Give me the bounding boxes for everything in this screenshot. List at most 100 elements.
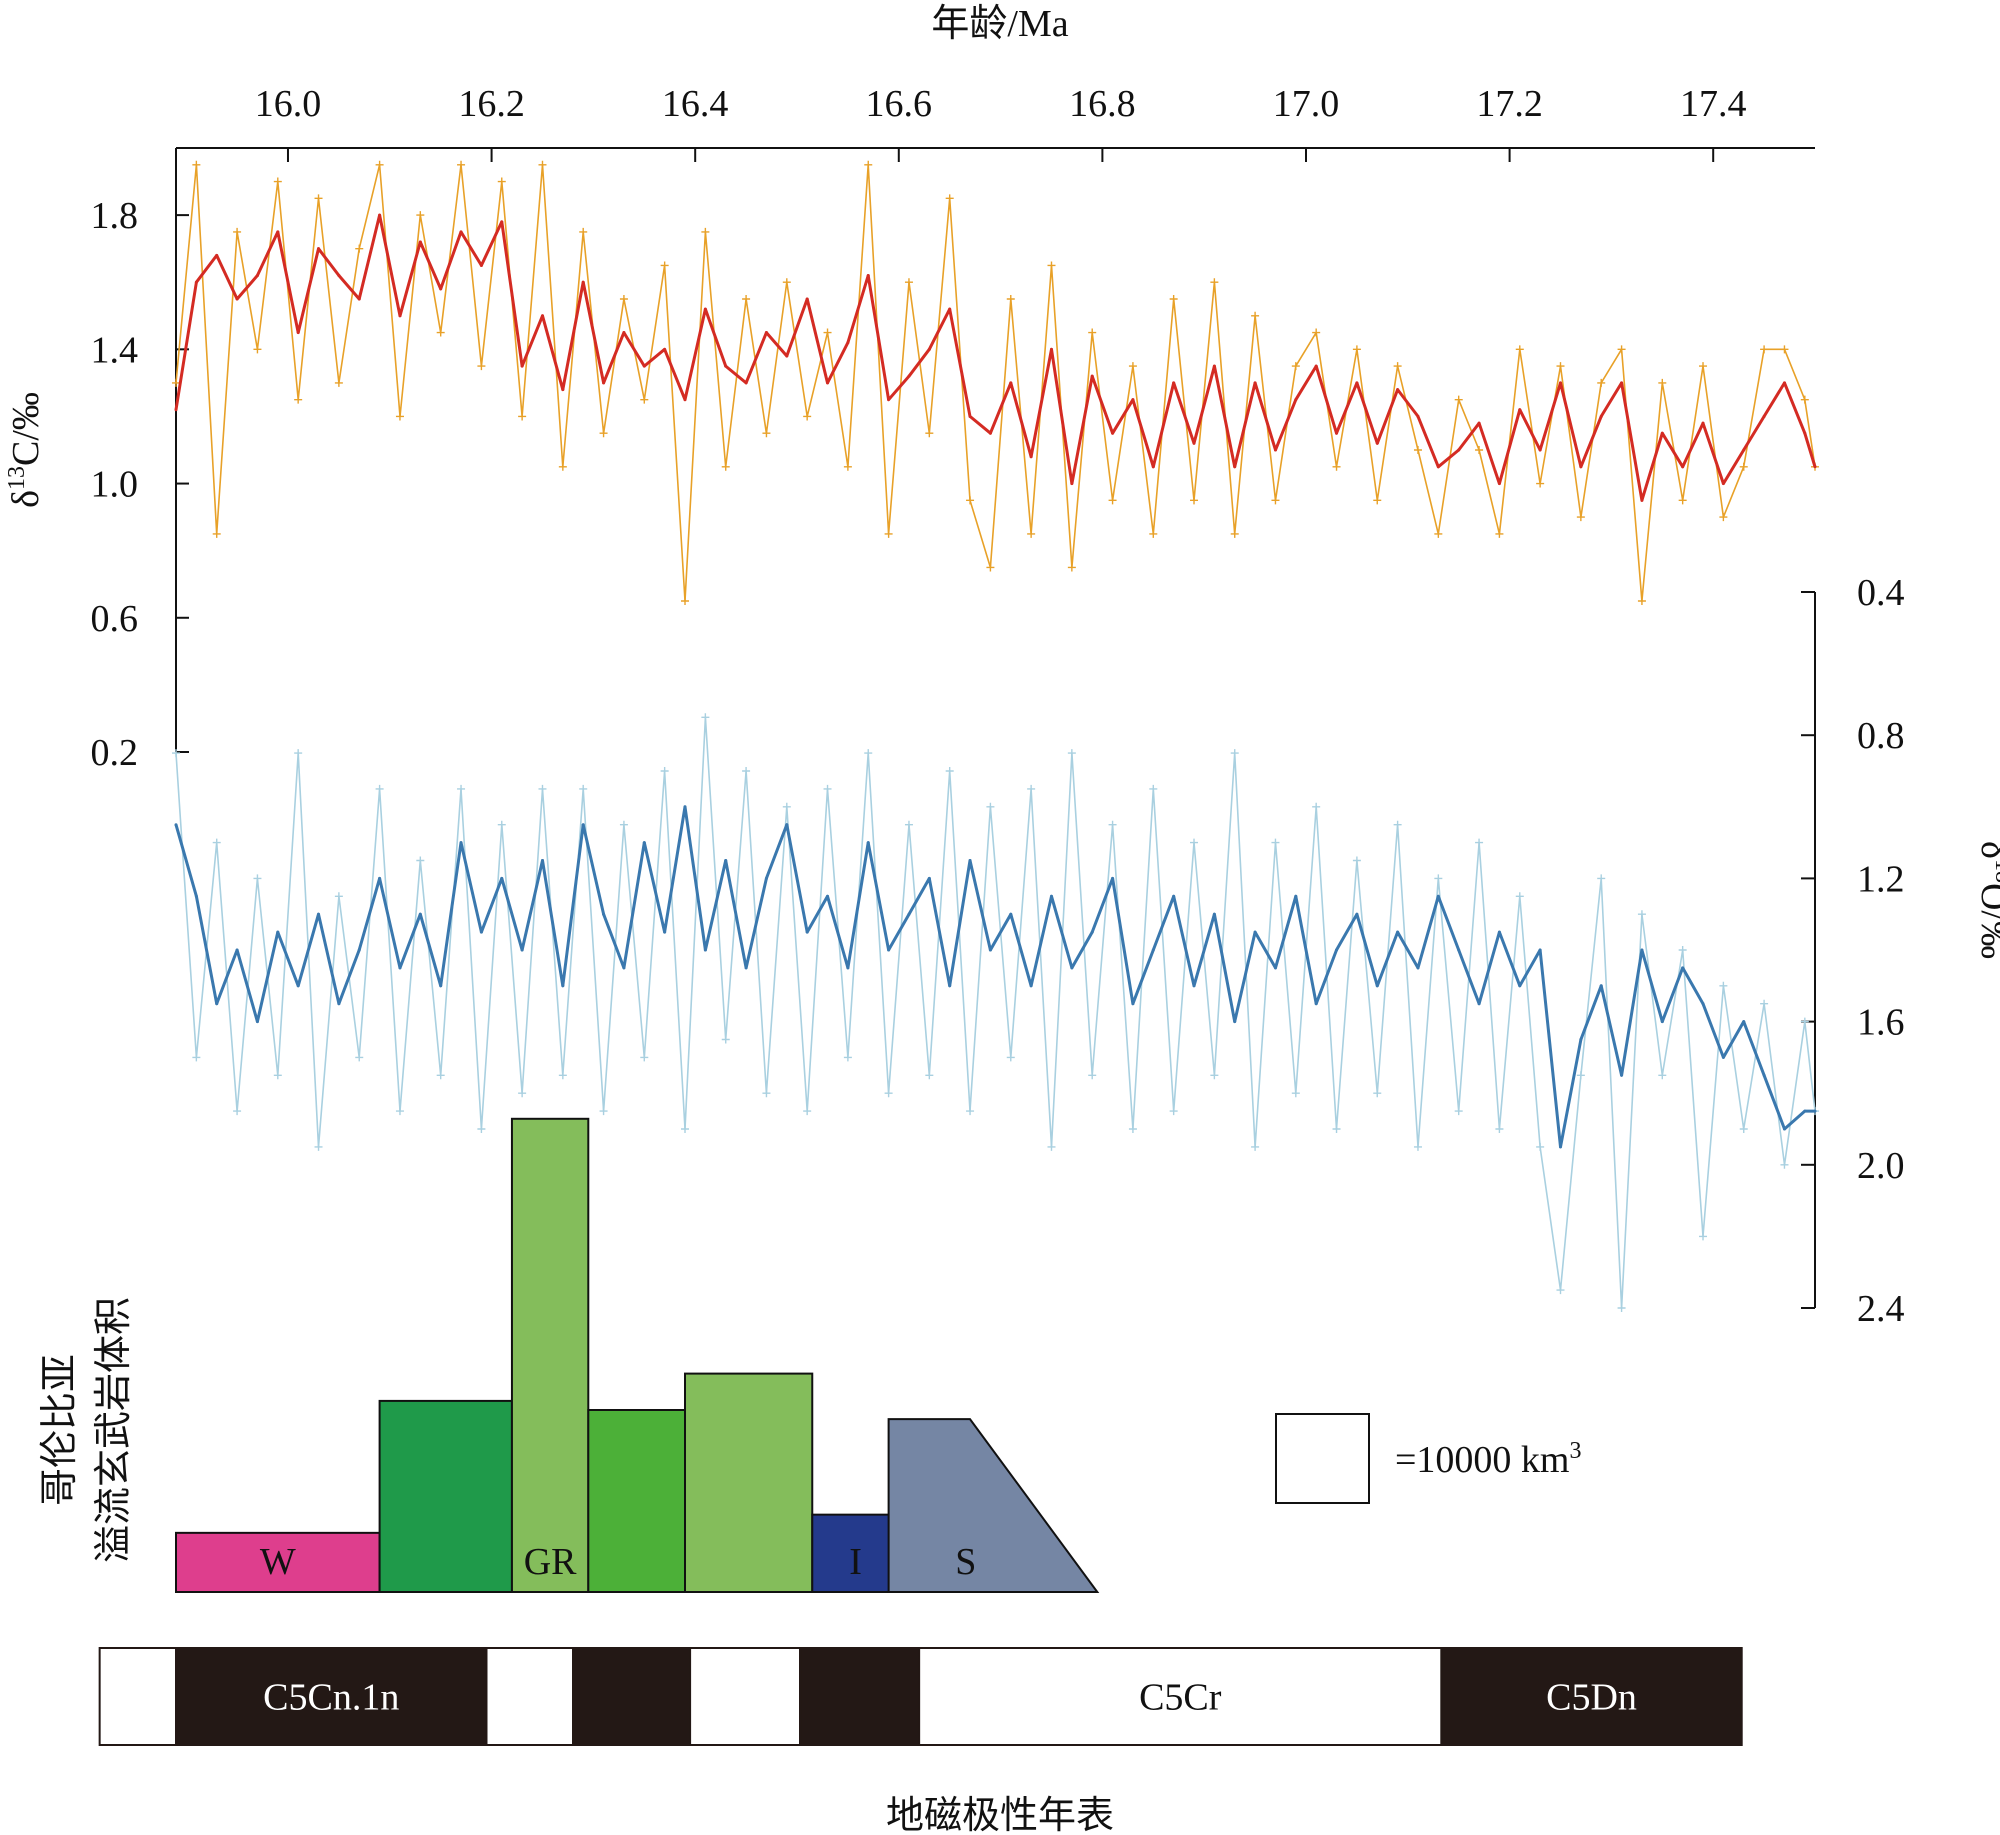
- d13c_raw-point: [1067, 563, 1076, 572]
- d13c_smooth-point: [1558, 381, 1562, 385]
- d13c_raw-point: [1312, 328, 1321, 337]
- d18o_smooth-point: [846, 966, 850, 970]
- basalt-bar-S: [887, 1418, 1100, 1593]
- d13c_raw-point: [518, 412, 527, 421]
- d18o_raw-point: [1067, 749, 1076, 758]
- d18o_raw-point: [314, 1142, 323, 1151]
- d13c_smooth-point: [1111, 431, 1115, 435]
- left-tick-label: 0.2: [91, 732, 139, 774]
- d13c_smooth-line: [174, 213, 1817, 502]
- polarity-chron: [572, 1647, 692, 1746]
- d13c_smooth-point: [174, 408, 178, 412]
- polarity-chron-label: C5Dn: [1546, 1677, 1637, 1719]
- d18o_smooth-point: [1253, 930, 1257, 934]
- basalt-bar-W: [175, 1531, 381, 1593]
- d13c_raw-point: [1739, 462, 1748, 471]
- d13c_raw-point: [1128, 362, 1137, 371]
- d18o_smooth-point: [642, 841, 646, 845]
- d18o_smooth-point: [866, 841, 870, 845]
- d13c_smooth-point: [1396, 388, 1400, 392]
- d13c_smooth-point: [1090, 374, 1094, 378]
- d13c_raw-point: [416, 211, 425, 220]
- right-tick-label: 0.8: [1857, 715, 1905, 757]
- d13c_smooth-point: [887, 398, 891, 402]
- d13c_smooth-point: [540, 314, 544, 318]
- d18o_raw-point: [1210, 1071, 1219, 1080]
- d13c_smooth-point: [1681, 465, 1685, 469]
- d18o_smooth-point: [255, 1020, 259, 1024]
- left-tick-label: 1.0: [91, 464, 139, 506]
- d13c_smooth-point: [1477, 421, 1481, 425]
- d18o_smooth-point: [1477, 1002, 1481, 1006]
- d13c_raw-point: [1190, 496, 1199, 505]
- d18o_smooth-point: [215, 1002, 219, 1006]
- d13c_smooth-point: [520, 364, 524, 368]
- top-tick-label: 17.0: [1273, 83, 1340, 125]
- d18o_raw-point: [1739, 1125, 1748, 1133]
- d18o_smooth-point: [1701, 1002, 1705, 1006]
- d13c_smooth-point: [663, 347, 667, 351]
- d13c_raw-point: [701, 227, 710, 236]
- d13c_smooth-point: [459, 230, 463, 234]
- left-axis-title-delta: δ: [5, 490, 47, 508]
- d18o_smooth-point: [194, 894, 198, 898]
- d18o_smooth-point: [1416, 966, 1420, 970]
- top-tick-label: 16.8: [1069, 83, 1136, 125]
- right-axis: 0.4 0.8 1.2 1.6 2.0 2.4 δ18O/‰: [1801, 572, 2000, 1330]
- d18o_smooth-point: [1192, 984, 1196, 988]
- d13c_raw-point: [660, 261, 669, 270]
- d18o_raw-point: [1515, 892, 1524, 901]
- d13c_raw-point: [599, 429, 608, 438]
- d18o_smooth-point: [1151, 948, 1155, 952]
- d18o_smooth-point: [581, 823, 585, 827]
- d13c_raw-point: [579, 227, 588, 236]
- d18o_raw-point: [1719, 981, 1728, 990]
- d13c_smooth-point: [785, 354, 789, 358]
- d18o_raw-point: [966, 1107, 975, 1116]
- left-tick-label: 1.8: [91, 195, 139, 237]
- d13c_raw-point: [273, 177, 282, 186]
- d13c_smooth-point: [479, 263, 483, 267]
- d18o_raw-point: [497, 820, 506, 829]
- d18o_raw-point: [1251, 1142, 1260, 1151]
- right-axis-title-sup: 18: [1990, 859, 2000, 883]
- d18o_raw-point: [538, 784, 547, 793]
- d13c_raw-point: [1210, 278, 1219, 287]
- d18o_raw-point: [355, 1053, 364, 1062]
- d13c_smooth-point: [398, 314, 402, 318]
- d13c_smooth-point: [581, 280, 585, 284]
- d13c_smooth-point: [378, 213, 382, 217]
- d18o_smooth-point: [724, 859, 728, 862]
- d18o_smooth-point: [1090, 930, 1094, 934]
- d18o_smooth-point: [439, 984, 443, 988]
- top-tick-label: 16.0: [255, 83, 322, 125]
- top-tick-label: 17.2: [1476, 83, 1543, 125]
- d18o_raw-point: [782, 802, 791, 811]
- unit-legend-text: =10000 km: [1395, 1439, 1570, 1481]
- d13c_raw-point: [640, 395, 649, 404]
- d18o_raw-point: [558, 1071, 567, 1080]
- d13c_raw-point: [1027, 529, 1036, 538]
- basalt-volume-bars: W GR I S: [175, 1117, 1100, 1594]
- d18o_raw-point: [294, 749, 303, 758]
- d13c_smooth-point: [1253, 381, 1257, 385]
- d13c_raw-point: [1434, 529, 1443, 538]
- d13c_raw-point: [395, 412, 404, 421]
- d18o_smooth-point: [1212, 912, 1216, 916]
- d13c_raw-point: [436, 328, 445, 337]
- d18o_smooth-point: [1803, 1109, 1807, 1113]
- d18o_smooth-point: [276, 930, 280, 934]
- d13c_smooth-point: [703, 307, 707, 311]
- d13c_smooth-point: [357, 297, 361, 301]
- right-axis-title-delta: δ: [1973, 841, 2000, 859]
- d18o_smooth-point: [1660, 1020, 1664, 1024]
- d13c_smooth-point: [296, 331, 300, 335]
- d13c_smooth-point: [276, 230, 280, 234]
- d18o_smooth-point: [683, 805, 687, 809]
- d18o_smooth-point: [1396, 930, 1400, 934]
- polarity-chron-label: C5Cn.1n: [263, 1677, 399, 1719]
- d13c_smooth-point: [500, 220, 504, 224]
- d18o_smooth-point: [296, 984, 300, 988]
- d18o_smooth-point: [1721, 1055, 1725, 1059]
- d13c_smooth-point: [846, 341, 850, 345]
